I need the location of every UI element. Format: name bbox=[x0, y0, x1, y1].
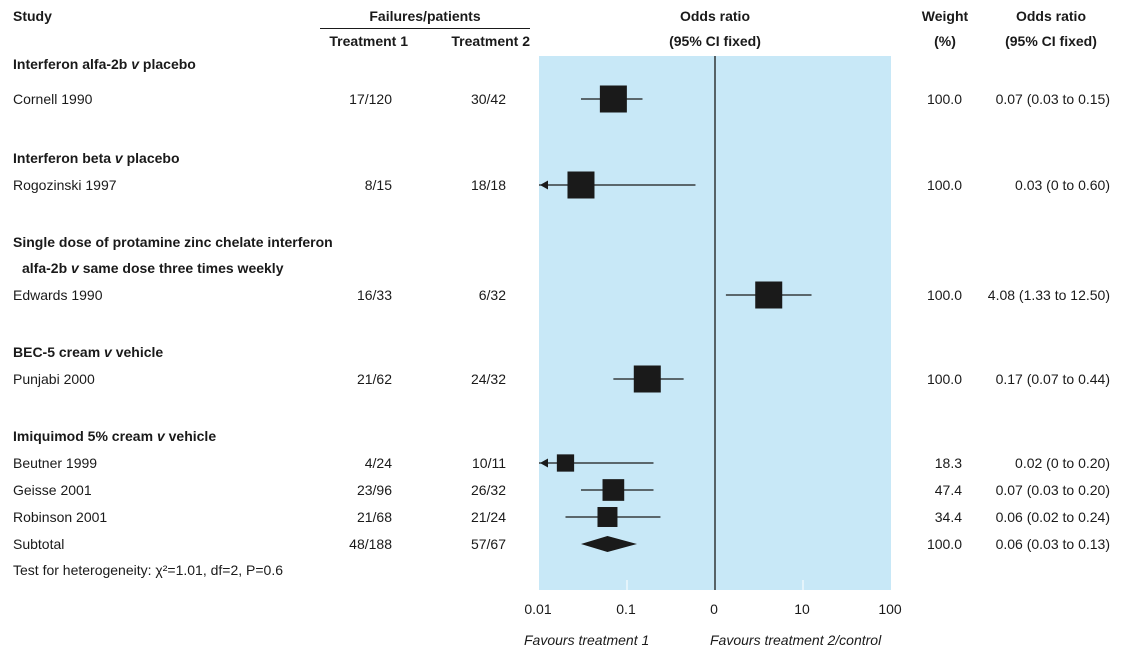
study-name: Cornell 1990 bbox=[13, 91, 93, 107]
treatment1-value: 21/68 bbox=[356, 509, 392, 525]
odds-ratio-ci-value: 4.08 (1.33 to 12.50) bbox=[987, 287, 1110, 303]
treatment2-value: 24/32 bbox=[470, 371, 506, 387]
study-name: Robinson 2001 bbox=[13, 509, 108, 525]
group-title: Interferon alfa-2b v placebo bbox=[13, 56, 196, 72]
treatment1-value: 21/62 bbox=[356, 371, 392, 387]
x-tick-label: 0 bbox=[710, 601, 718, 617]
subtotal-diamond bbox=[580, 536, 638, 552]
treatment2-value: 6/32 bbox=[478, 287, 506, 303]
study-square bbox=[556, 454, 575, 472]
weight-value: 100.0 bbox=[926, 177, 962, 193]
treatment2-value: 26/32 bbox=[470, 482, 506, 498]
favours-treatment1-label: Favours treatment 1 bbox=[524, 632, 650, 648]
treatment1-header: Treatment 1 bbox=[329, 33, 408, 49]
x-tick-label: 0.1 bbox=[616, 601, 636, 617]
weight-unit-header: (%) bbox=[934, 33, 956, 49]
study-square bbox=[597, 507, 618, 527]
weight-value: 18.3 bbox=[934, 455, 962, 471]
study-column-header: Study bbox=[13, 8, 52, 24]
odds-ratio-ci-header: (95% CI fixed) bbox=[669, 33, 761, 49]
odds-ratio-ci-value: 0.06 (0.03 to 0.13) bbox=[995, 536, 1110, 552]
study-name: Edwards 1990 bbox=[13, 287, 103, 303]
odds-ratio-right-header: Odds ratio bbox=[1015, 8, 1086, 24]
weight-header: Weight bbox=[921, 8, 969, 24]
heterogeneity-test: Test for heterogeneity: χ²=1.01, df=2, P… bbox=[13, 562, 284, 578]
group-title-line2: alfa-2b v same dose three times weekly bbox=[22, 260, 284, 276]
study-square bbox=[633, 365, 661, 393]
study-square bbox=[755, 281, 783, 309]
study-name: Rogozinski 1997 bbox=[13, 177, 117, 193]
treatment1-value: 17/120 bbox=[349, 91, 392, 107]
group-title: Imiquimod 5% cream v vehicle bbox=[13, 428, 217, 444]
group-title: BEC-5 cream v vehicle bbox=[13, 344, 164, 360]
study-square bbox=[567, 171, 595, 199]
x-tick-label: 100 bbox=[878, 601, 902, 617]
treatment1-value: 16/33 bbox=[356, 287, 392, 303]
odds-ratio-ci-value: 0.07 (0.03 to 0.20) bbox=[995, 482, 1110, 498]
weight-value: 100.0 bbox=[926, 536, 962, 552]
odds-ratio-ci-value: 0.02 (0 to 0.20) bbox=[1015, 455, 1110, 471]
group-title: Single dose of protamine zinc chelate in… bbox=[13, 234, 333, 250]
treatment2-value: 10/11 bbox=[472, 455, 506, 471]
x-tick-label: 10 bbox=[794, 601, 810, 617]
odds-ratio-ci-right-header: (95% CI fixed) bbox=[1005, 33, 1097, 49]
treatment2-value: 57/67 bbox=[470, 536, 506, 552]
study-name: Beutner 1999 bbox=[13, 455, 98, 471]
treatment1-value: 23/96 bbox=[356, 482, 392, 498]
study-square bbox=[602, 479, 625, 501]
subtotal-label: Subtotal bbox=[13, 536, 65, 552]
failures-header-rule bbox=[320, 28, 530, 29]
group-title: Interferon beta v placebo bbox=[13, 150, 180, 166]
favours-treatment2-label: Favours treatment 2/control bbox=[710, 632, 882, 648]
weight-value: 100.0 bbox=[926, 287, 962, 303]
treatment1-value: 4/24 bbox=[364, 455, 392, 471]
truncation-arrow bbox=[540, 180, 548, 190]
treatment2-value: 30/42 bbox=[470, 91, 506, 107]
weight-value: 47.4 bbox=[934, 482, 962, 498]
failures-patients-header: Failures/patients bbox=[369, 8, 481, 24]
truncation-arrow bbox=[540, 458, 548, 468]
weight-value: 100.0 bbox=[926, 371, 962, 387]
x-tick-label: 0.01 bbox=[524, 601, 552, 617]
treatment1-value: 8/15 bbox=[364, 177, 392, 193]
odds-ratio-ci-value: 0.06 (0.02 to 0.24) bbox=[995, 509, 1110, 525]
treatment1-value: 48/188 bbox=[349, 536, 392, 552]
weight-value: 100.0 bbox=[926, 91, 962, 107]
study-name: Punjabi 2000 bbox=[13, 371, 95, 387]
treatment2-value: 21/24 bbox=[470, 509, 506, 525]
study-name: Geisse 2001 bbox=[13, 482, 92, 498]
study-square bbox=[599, 85, 627, 113]
treatment2-value: 18/18 bbox=[470, 177, 506, 193]
odds-ratio-ci-value: 0.03 (0 to 0.60) bbox=[1015, 177, 1110, 193]
odds-ratio-header: Odds ratio bbox=[679, 8, 750, 24]
treatment2-header: Treatment 2 bbox=[451, 33, 530, 49]
weight-value: 34.4 bbox=[934, 509, 962, 525]
odds-ratio-ci-value: 0.07 (0.03 to 0.15) bbox=[995, 91, 1110, 107]
odds-ratio-ci-value: 0.17 (0.07 to 0.44) bbox=[995, 371, 1110, 387]
